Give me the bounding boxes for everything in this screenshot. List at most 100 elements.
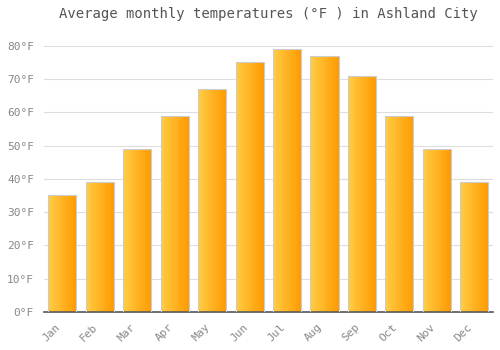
- Bar: [285, 49, 286, 312]
- Bar: [144, 149, 145, 312]
- Bar: [365, 76, 366, 312]
- Bar: [198, 89, 226, 312]
- Bar: [348, 76, 349, 312]
- Bar: [224, 89, 226, 312]
- Bar: [56, 195, 57, 312]
- Bar: [479, 182, 480, 312]
- Bar: [423, 149, 451, 312]
- Bar: [465, 182, 466, 312]
- Bar: [467, 182, 468, 312]
- Bar: [328, 56, 329, 312]
- Bar: [370, 76, 372, 312]
- Bar: [388, 116, 389, 312]
- Bar: [64, 195, 65, 312]
- Bar: [480, 182, 481, 312]
- Bar: [206, 89, 208, 312]
- Bar: [428, 149, 430, 312]
- Bar: [477, 182, 478, 312]
- Bar: [335, 56, 336, 312]
- Bar: [166, 116, 167, 312]
- Title: Average monthly temperatures (°F ) in Ashland City: Average monthly temperatures (°F ) in As…: [59, 7, 478, 21]
- Bar: [242, 62, 243, 312]
- Bar: [238, 62, 240, 312]
- Bar: [167, 116, 168, 312]
- Bar: [316, 56, 317, 312]
- Bar: [287, 49, 288, 312]
- Bar: [426, 149, 428, 312]
- Bar: [208, 89, 210, 312]
- Bar: [248, 62, 250, 312]
- Bar: [470, 182, 472, 312]
- Bar: [198, 89, 199, 312]
- Bar: [409, 116, 410, 312]
- Bar: [145, 149, 146, 312]
- Bar: [391, 116, 392, 312]
- Bar: [180, 116, 182, 312]
- Bar: [288, 49, 289, 312]
- Bar: [389, 116, 390, 312]
- Bar: [247, 62, 248, 312]
- Bar: [482, 182, 483, 312]
- Bar: [160, 116, 162, 312]
- Bar: [448, 149, 449, 312]
- Bar: [54, 195, 55, 312]
- Bar: [142, 149, 143, 312]
- Bar: [275, 49, 276, 312]
- Bar: [278, 49, 280, 312]
- Bar: [408, 116, 409, 312]
- Bar: [439, 149, 440, 312]
- Bar: [392, 116, 393, 312]
- Bar: [332, 56, 333, 312]
- Bar: [361, 76, 362, 312]
- Bar: [66, 195, 67, 312]
- Bar: [374, 76, 375, 312]
- Bar: [290, 49, 291, 312]
- Bar: [88, 182, 90, 312]
- Bar: [395, 116, 396, 312]
- Bar: [214, 89, 215, 312]
- Bar: [363, 76, 364, 312]
- Bar: [254, 62, 256, 312]
- Bar: [95, 182, 96, 312]
- Bar: [394, 116, 395, 312]
- Bar: [430, 149, 432, 312]
- Bar: [111, 182, 112, 312]
- Bar: [173, 116, 174, 312]
- Bar: [109, 182, 110, 312]
- Bar: [463, 182, 464, 312]
- Bar: [136, 149, 138, 312]
- Bar: [310, 56, 338, 312]
- Bar: [124, 149, 125, 312]
- Bar: [217, 89, 218, 312]
- Bar: [291, 49, 292, 312]
- Bar: [373, 76, 374, 312]
- Bar: [236, 62, 264, 312]
- Bar: [349, 76, 350, 312]
- Bar: [168, 116, 169, 312]
- Bar: [424, 149, 426, 312]
- Bar: [171, 116, 172, 312]
- Bar: [182, 116, 183, 312]
- Bar: [245, 62, 246, 312]
- Bar: [484, 182, 486, 312]
- Bar: [464, 182, 465, 312]
- Bar: [334, 56, 335, 312]
- Bar: [372, 76, 373, 312]
- Bar: [92, 182, 94, 312]
- Bar: [236, 62, 238, 312]
- Bar: [50, 195, 51, 312]
- Bar: [292, 49, 294, 312]
- Bar: [257, 62, 258, 312]
- Bar: [199, 89, 200, 312]
- Bar: [274, 49, 275, 312]
- Bar: [169, 116, 170, 312]
- Bar: [284, 49, 285, 312]
- Bar: [213, 89, 214, 312]
- Bar: [123, 149, 152, 312]
- Bar: [481, 182, 482, 312]
- Bar: [317, 56, 318, 312]
- Bar: [386, 116, 388, 312]
- Bar: [176, 116, 178, 312]
- Bar: [52, 195, 53, 312]
- Bar: [65, 195, 66, 312]
